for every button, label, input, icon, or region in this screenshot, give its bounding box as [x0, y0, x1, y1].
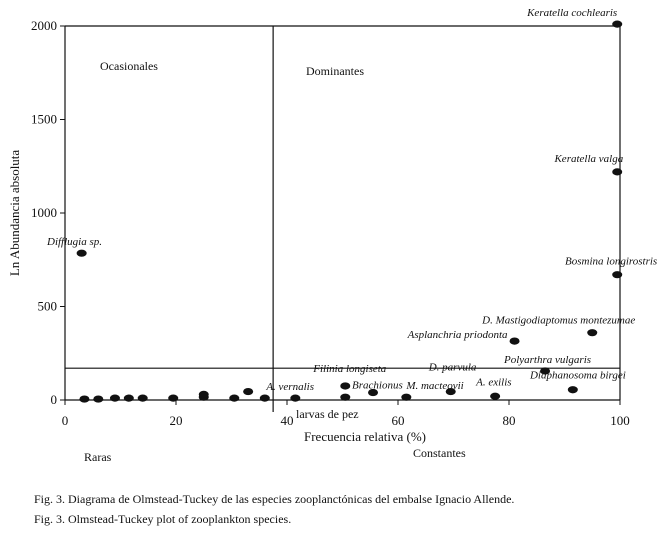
- data-point: [290, 394, 301, 402]
- data-point: [243, 387, 254, 396]
- data-point: [612, 271, 623, 279]
- data-point: [445, 387, 456, 396]
- data-point: [567, 386, 578, 394]
- point-label: D. parvula: [428, 362, 477, 374]
- point-label: Bosmina longirostris: [565, 256, 657, 268]
- y-tick-label: 1000: [31, 205, 57, 220]
- data-point: [79, 395, 90, 403]
- caption-english: Fig. 3. Olmstead-Tuckey plot of zooplank…: [34, 512, 292, 526]
- data-point: [137, 394, 148, 402]
- caption-spanish: Fig. 3. Diagrama de Olmstead-Tuckey de l…: [34, 492, 515, 506]
- point-label: A. exilis: [475, 376, 511, 388]
- data-point: [109, 394, 120, 402]
- quadrant-constantes: Constantes: [413, 446, 466, 460]
- point-label: Keratella cochlearis: [526, 7, 617, 19]
- data-point: [76, 249, 87, 257]
- x-tick-label: 60: [392, 413, 405, 428]
- point-label: Asplanchria priodonta: [407, 329, 508, 341]
- point-label: Difflugia sp.: [46, 236, 102, 248]
- point-label: Keratella valga: [553, 153, 623, 165]
- data-point: [401, 393, 412, 401]
- quadrant-raras: Raras: [84, 450, 112, 464]
- data-point: [612, 20, 623, 28]
- y-tick-label: 500: [38, 299, 58, 314]
- x-axis-label: Frecuencia relativa (%): [304, 429, 426, 444]
- point-label: A. vernalis: [265, 381, 314, 393]
- point-label: Brachionus: [352, 380, 403, 392]
- data-point: [259, 394, 270, 402]
- x-tick-label: 20: [170, 413, 183, 428]
- data-point: [93, 395, 104, 403]
- data-point: [490, 392, 501, 400]
- data-point: [540, 367, 551, 375]
- x-tick-label: 80: [503, 413, 516, 428]
- quadrant-dominantes: Dominantes: [306, 64, 364, 78]
- data-point: [587, 329, 598, 337]
- data-point: [340, 393, 351, 401]
- data-point: [368, 388, 379, 397]
- y-axis-label: Ln Abundancia absoluta: [7, 150, 22, 277]
- point-label: Filinia longiseta: [312, 363, 387, 375]
- data-point: [612, 168, 623, 176]
- x-tick-label: 100: [610, 413, 630, 428]
- point-label: D. Mastigodiaptomus montezumae: [481, 315, 635, 327]
- data-point: [509, 337, 520, 345]
- point-label: Diaphanosoma birgei: [529, 370, 626, 382]
- point-label: Polyarthra vulgaris: [503, 354, 591, 366]
- data-point: [123, 394, 134, 402]
- y-tick-label: 0: [51, 392, 58, 407]
- x-tick-label: 40: [281, 413, 294, 428]
- y-tick-label: 2000: [31, 18, 57, 33]
- quadrant-ocasionales: Ocasionales: [100, 59, 158, 73]
- data-point: [168, 394, 179, 402]
- data-point: [198, 390, 209, 398]
- data-point: [340, 382, 351, 390]
- y-tick-label: 1500: [31, 112, 57, 127]
- data-point: [229, 394, 240, 402]
- x-tick-label: 0: [62, 413, 69, 428]
- annotation-larvas-de-pez: larvas de pez: [296, 407, 359, 421]
